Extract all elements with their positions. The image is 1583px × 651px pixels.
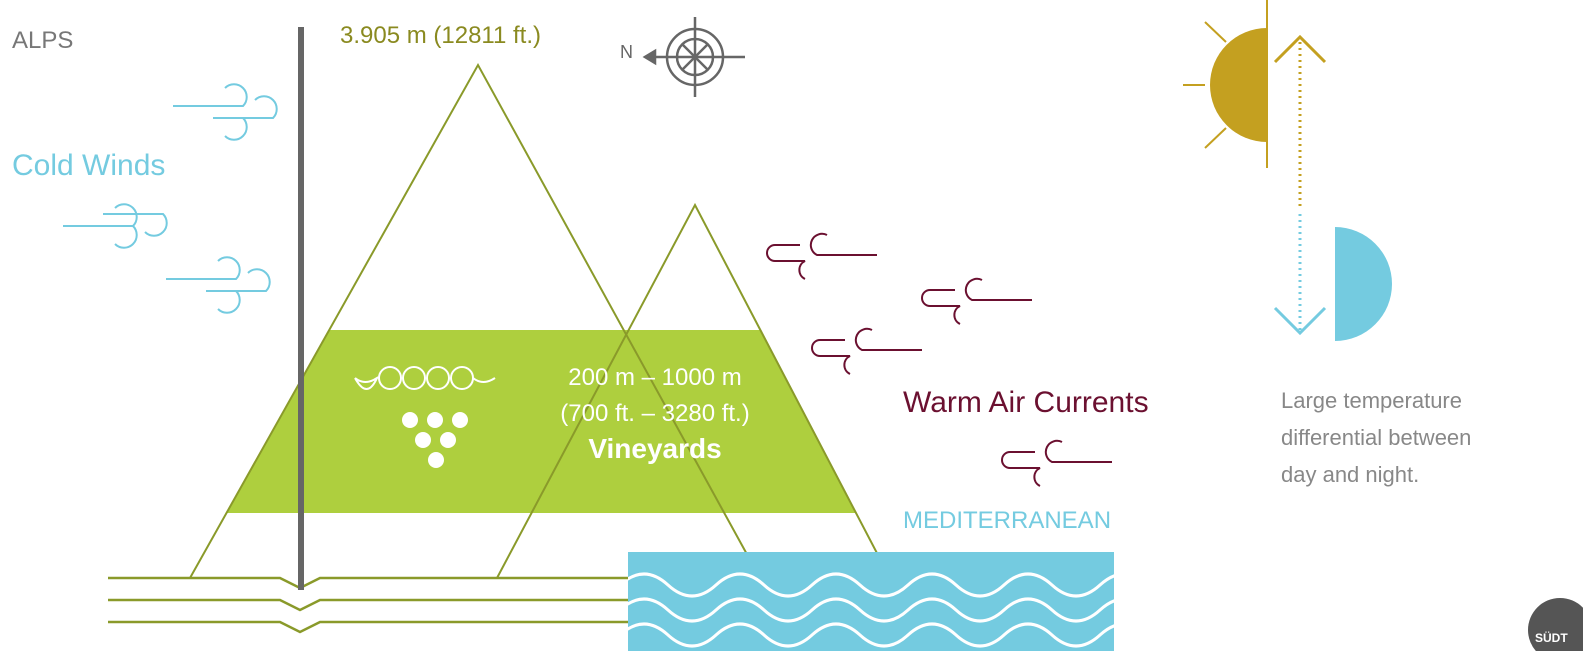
diagram: SÜDT ALPS 3.905 m (12811 ft.) N Cold Win… (0, 0, 1583, 651)
note-line: differential between (1281, 425, 1471, 450)
warm-air-label: Warm Air Currents (903, 386, 1149, 419)
north-label: N (620, 42, 633, 62)
vineyards-label: Vineyards (588, 433, 721, 464)
summit-label: 3.905 m (12811 ft.) (340, 22, 541, 49)
sea-label: MEDITERRANEAN (903, 507, 1111, 534)
altitude-ft: (700 ft. – 3280 ft.) (560, 400, 749, 427)
day-night-icon (1183, 0, 1392, 341)
logo: SÜDT (1528, 598, 1583, 651)
page: SÜDT ALPS 3.905 m (12811 ft.) N Cold Win… (0, 0, 1583, 651)
vineyard-band (227, 330, 856, 513)
note-line: day and night. (1281, 462, 1419, 487)
note-line: Large temperature (1281, 388, 1462, 413)
cold-winds-label: Cold Winds (12, 149, 165, 182)
sea-waves (620, 552, 1148, 651)
compass (645, 17, 745, 97)
altitude-m: 200 m – 1000 m (568, 364, 741, 391)
pole (298, 27, 304, 590)
cold-wind-icons (63, 84, 277, 312)
logo-text: SÜDT (1535, 630, 1568, 645)
region-label: ALPS (12, 27, 73, 54)
ground-lines (108, 578, 630, 632)
